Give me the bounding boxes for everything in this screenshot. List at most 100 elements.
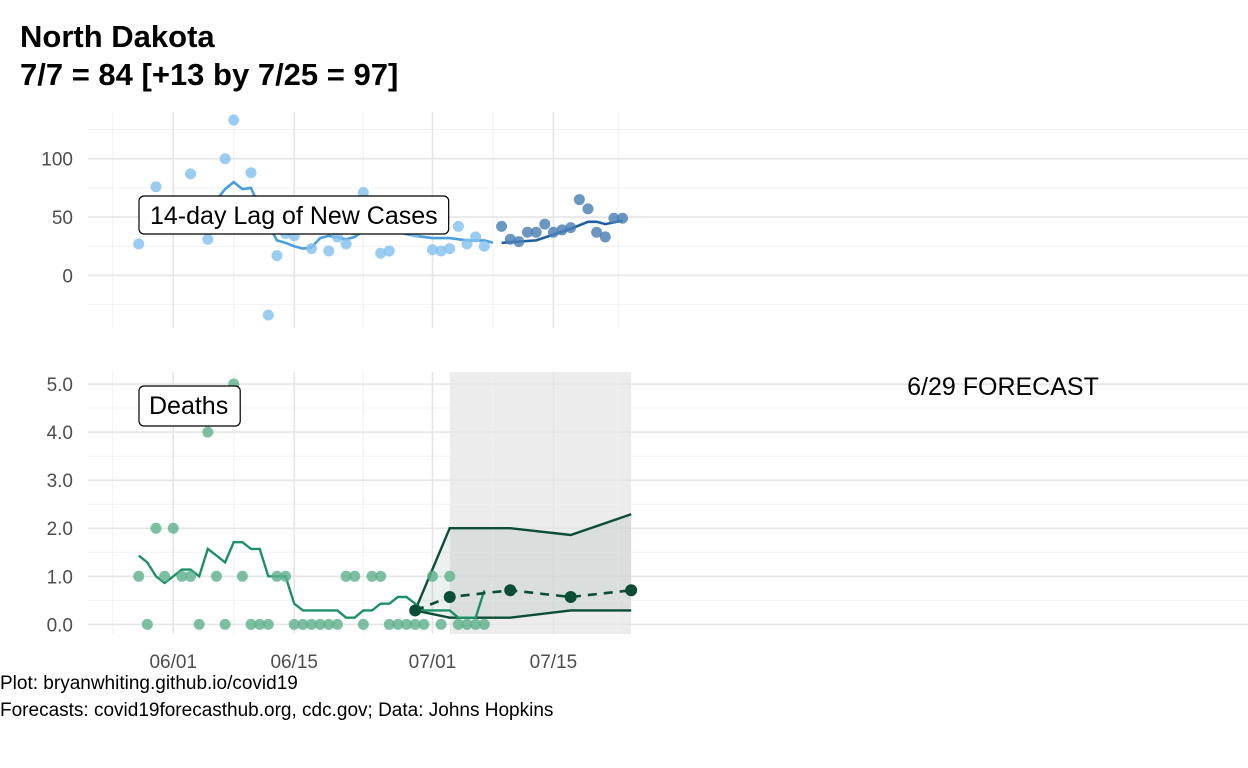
deaths-point (444, 570, 456, 582)
deaths-point (340, 570, 352, 582)
cases-point (470, 231, 482, 243)
deaths-point (401, 618, 413, 630)
title-line-state: North Dakota (20, 19, 215, 54)
cases-point (228, 114, 240, 126)
cases-future-point (573, 194, 585, 206)
y-tick-label: 100 (41, 150, 73, 171)
deaths-point (357, 618, 369, 630)
deaths-panel-label-box (138, 385, 241, 427)
deaths-point (219, 618, 231, 630)
deaths-point (366, 570, 378, 582)
cases-point (262, 309, 274, 321)
y-tick-label: 0 (62, 266, 73, 287)
cases-future-point (547, 226, 559, 238)
cases-future-point (608, 212, 620, 224)
cases-point (245, 167, 257, 179)
cases-point (357, 187, 369, 199)
cases-point (444, 243, 456, 255)
y-tick-label: 2.0 (47, 519, 73, 540)
forecast-mean-point (564, 590, 577, 603)
deaths-point (133, 570, 145, 582)
deaths-point (254, 618, 266, 630)
cases-future-point (522, 226, 533, 238)
deaths-point (409, 618, 421, 630)
deaths-point (461, 618, 473, 630)
caption-data-source: Forecasts: covid19forecasthub.org, cdc.g… (0, 700, 554, 721)
deaths-point (331, 618, 343, 630)
deaths-point (452, 618, 464, 630)
deaths-point (271, 570, 283, 582)
chart-title: North Dakota 7/7 = 84 [+13 by 7/25 = 97] (20, 18, 398, 94)
cases-point (340, 238, 352, 250)
cases-future-point (504, 233, 516, 245)
forecast-label: 6/29 FORECAST (907, 373, 1099, 401)
y-tick-label: 3.0 (47, 471, 73, 492)
cases-future-point (496, 220, 508, 232)
forecast-window-bg (449, 372, 632, 634)
forecast-mean-point (625, 584, 638, 597)
cases-point (461, 238, 473, 250)
forecast-mean-point (443, 590, 456, 603)
forecast-mean-point (409, 604, 422, 617)
cases-future-point (556, 224, 568, 236)
deaths-point (306, 618, 317, 630)
cases-future-point (591, 226, 603, 238)
cases-point (375, 247, 387, 259)
cases-point (435, 245, 447, 257)
deaths-point (193, 618, 205, 630)
forecast-upper-line (414, 513, 632, 611)
cases-panel: 0 50 100 14-day Lag of New Cases (41, 112, 1248, 328)
deaths-point (375, 570, 387, 582)
cases-future-point (513, 236, 525, 248)
deaths-point (392, 618, 404, 630)
deaths-point (323, 618, 335, 630)
cases-future-point (530, 226, 542, 238)
forecast-interval-band (415, 514, 632, 618)
y-tick-label: 5.0 (47, 375, 73, 396)
cases-point (426, 244, 438, 256)
y-tick-label: 4.0 (47, 423, 73, 444)
cases-panel-label-box (138, 195, 450, 235)
deaths-point (470, 618, 482, 630)
cases-future-point (617, 212, 629, 224)
cases-future-point (582, 203, 594, 215)
deaths-panel: 0.0 1.0 2.0 3.0 4.0 5.0 6/29 FORECAST Deaths 06/… (47, 372, 1248, 673)
deaths-point (314, 618, 326, 630)
cases-future-point (565, 222, 577, 234)
cases-point (478, 240, 490, 252)
x-tick-label: 07/01 (409, 652, 457, 673)
y-tick-label: 1.0 (47, 567, 73, 588)
deaths-point (478, 618, 490, 630)
x-tick-label: 07/15 (530, 652, 578, 673)
deaths-point (159, 570, 171, 582)
deaths-point (167, 522, 179, 534)
deaths-point (349, 570, 361, 582)
cases-panel-label: 14-day Lag of New Cases (150, 202, 438, 230)
deaths-point (245, 618, 257, 630)
cases-future-point (599, 231, 611, 243)
deaths-point (176, 570, 188, 582)
cases-point (306, 243, 317, 255)
x-tick-label: 06/15 (270, 652, 318, 673)
deaths-moving-average-line (137, 541, 486, 619)
deaths-point (150, 522, 162, 534)
cases-moving-average-line (138, 180, 494, 250)
deaths-point (185, 570, 197, 582)
deaths-point (236, 570, 248, 582)
deaths-point (262, 618, 274, 630)
title-line-summary: 7/7 = 84 [+13 by 7/25 = 97] (20, 57, 399, 92)
deaths-panel-label: Deaths (149, 392, 228, 420)
x-tick-label: 06/01 (149, 652, 197, 673)
deaths-point (297, 618, 309, 630)
deaths-point (418, 618, 430, 630)
cases-point (383, 245, 395, 257)
cases-point (271, 250, 283, 262)
deaths-point (383, 618, 395, 630)
cases-point (323, 245, 335, 257)
forecast-lower-line (414, 609, 632, 619)
y-tick-label: 50 (52, 208, 73, 229)
deaths-point (426, 570, 438, 582)
deaths-point (280, 570, 292, 582)
forecast-mean-point (504, 584, 517, 597)
